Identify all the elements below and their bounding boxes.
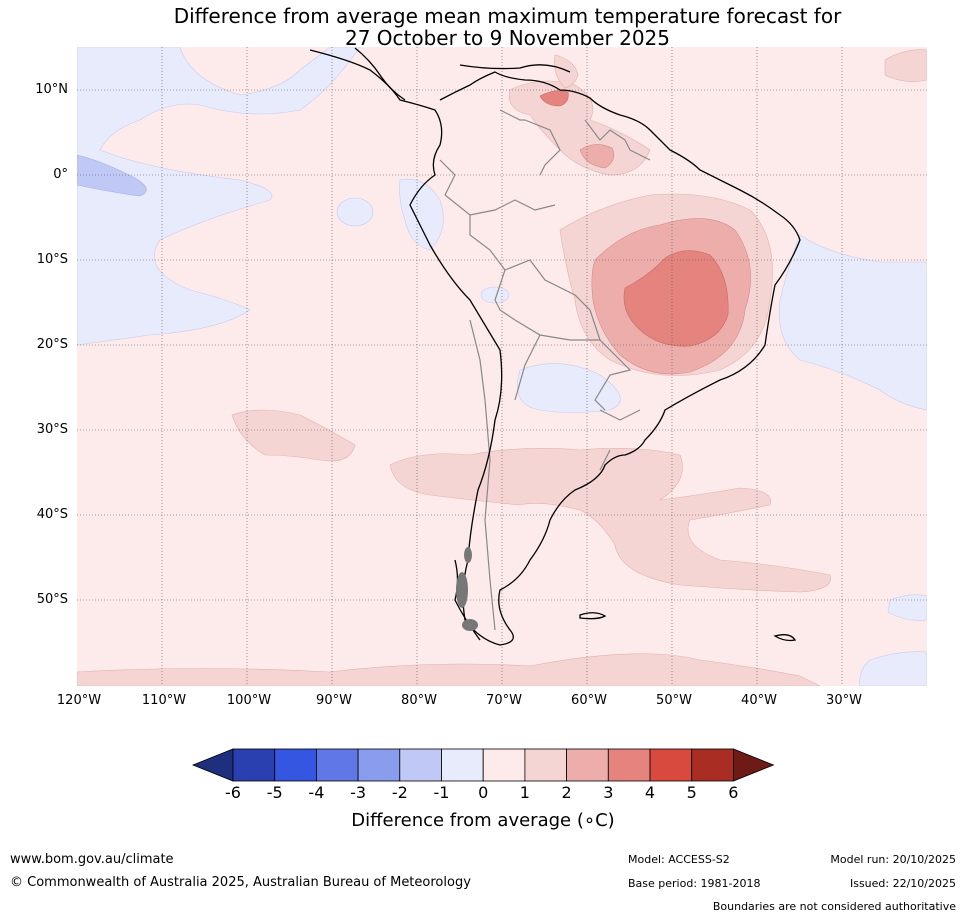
colorbar-segment: [399, 748, 442, 782]
footer-url[interactable]: www.bom.gov.au/climate: [10, 852, 174, 867]
colorbar-extend-low: [191, 748, 234, 782]
footer-model: Model: ACCESS-S2: [628, 853, 730, 866]
atlantic-cool-patch-south: [887, 594, 927, 621]
south-atlantic-cool-region: [778, 234, 927, 411]
colorbar-tick-label: -4: [308, 783, 325, 802]
lon-label-60w: 60°W: [571, 693, 607, 708]
footer-copyright: © Commonwealth of Australia 2025, Austra…: [10, 875, 471, 890]
lat-label-0: 0°: [53, 167, 68, 182]
colorbar-segment: [566, 748, 609, 782]
colorbar-tick-label: 5: [686, 783, 697, 802]
colorbar-tick-label: -5: [266, 783, 283, 802]
south-atlantic-warm-region: [389, 448, 831, 593]
galapagos-cool-core: [77, 154, 147, 197]
guiana-warm-region: [508, 80, 651, 176]
colorbar-tick-label: -1: [433, 783, 450, 802]
map-title-line-2: 27 October to 9 November 2025: [344, 26, 671, 50]
north-atlantic-warm-patch: [884, 49, 927, 82]
colorbar-tick-label: -3: [350, 783, 367, 802]
lat-label-10s: 10°S: [36, 252, 68, 267]
southern-ocean-warm-band: [77, 653, 821, 686]
anomaly-map: [77, 47, 927, 686]
pacific-cool-patch: [336, 197, 374, 227]
colorbar-segment: [524, 748, 568, 782]
colorbar-label: Difference from average (∘C): [351, 810, 615, 831]
colorbar-tick-label: -6: [225, 783, 241, 802]
lat-label-20s: 20°S: [36, 337, 68, 352]
colorbar-segment: [607, 748, 651, 782]
colorbar-tick-label: 4: [644, 783, 656, 802]
colorbar-segment: [315, 748, 359, 782]
colorbar-tick-label: 1: [519, 783, 530, 802]
colorbar-tick-label: 0: [478, 783, 489, 802]
ecuador-cool-region: [399, 178, 444, 251]
colorbar-tick-label: -2: [391, 783, 408, 802]
colorbar-segment: [274, 748, 317, 782]
colorbar: [191, 748, 775, 782]
colorbar-tick-label: 6: [728, 783, 739, 802]
atlantic-cool-patch-far-south: [859, 651, 927, 686]
lat-label-50s: 50°S: [36, 592, 68, 607]
central-brazil-warm-core: [623, 250, 729, 347]
caribbean-warm-patch: [554, 54, 579, 89]
country-borders: [439, 109, 651, 631]
lat-label-40s: 40°S: [36, 507, 68, 522]
lon-label-100w: 100°W: [226, 693, 272, 708]
colorbar-segment: [232, 748, 276, 782]
footer-model-run: Model run: 20/10/2025: [830, 853, 956, 866]
lon-label-50w: 50°W: [656, 693, 692, 708]
colorbar-segment: [357, 748, 401, 782]
colorbar-extend-high: [733, 748, 775, 782]
graticule: [77, 47, 927, 686]
lon-label-120w: 120°W: [56, 693, 102, 708]
lon-label-110w: 110°W: [141, 693, 187, 708]
lon-label-40w: 40°W: [741, 693, 777, 708]
colorbar-segment: [691, 748, 734, 782]
lon-label-80w: 80°W: [401, 693, 437, 708]
lat-label-10n: 10°N: [35, 82, 68, 97]
lon-label-90w: 90°W: [316, 693, 352, 708]
lon-label-30w: 30°W: [826, 693, 862, 708]
venezuela-warm-core: [539, 90, 569, 107]
colorbar-segments: [191, 748, 775, 782]
colorbar-tick-label: 3: [603, 783, 614, 802]
colorbar-segment: [482, 748, 526, 782]
footer-boundaries-note: Boundaries are not considered authoritat…: [712, 900, 956, 913]
colorbar-tick-label: 2: [561, 783, 572, 802]
lat-label-30s: 30°S: [36, 422, 68, 437]
lon-label-70w: 70°W: [486, 693, 522, 708]
colorbar-segment: [441, 748, 484, 782]
guiana-warm-core: [579, 144, 615, 169]
chilean-archipelago: [456, 547, 478, 631]
map-title-line-1: Difference from average mean maximum tem…: [173, 4, 842, 28]
footer-issued: Issued: 22/10/2025: [849, 877, 956, 890]
eastern-pacific-cool-region: [77, 47, 361, 346]
footer-base-period: Base period: 1981-2018: [628, 877, 761, 890]
colorbar-segment: [649, 748, 693, 782]
south-pacific-warm-patch: [231, 409, 356, 462]
